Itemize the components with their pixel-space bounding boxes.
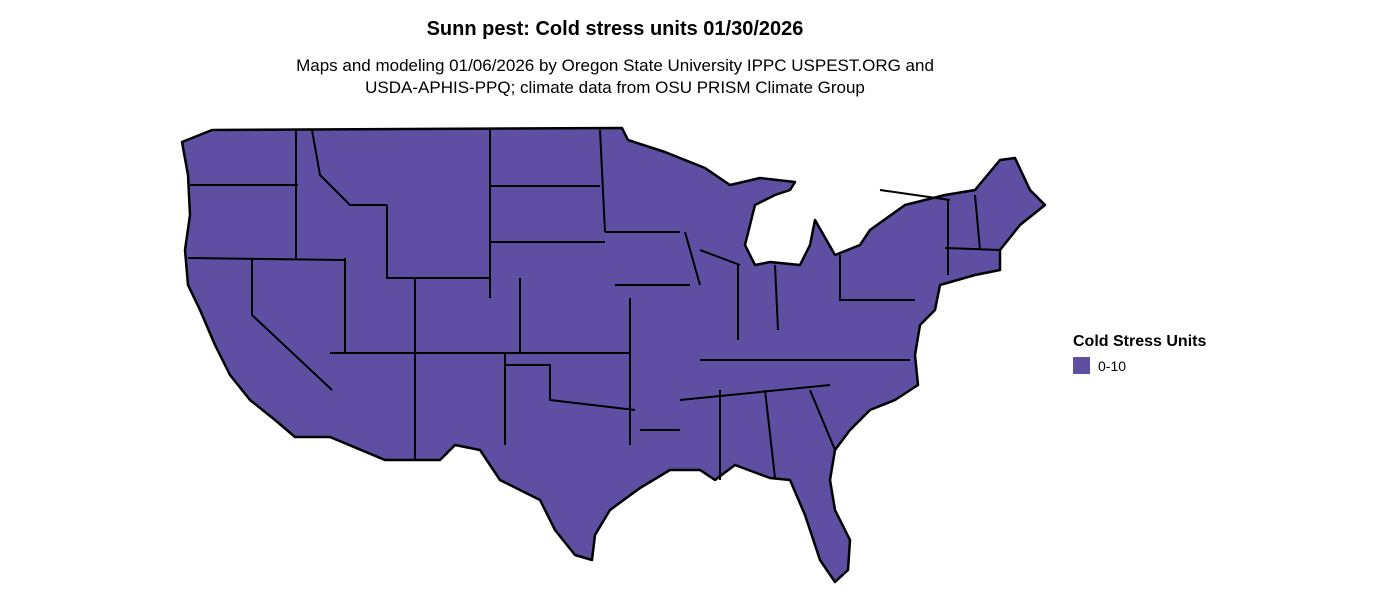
subtitle-line-2: USDA-APHIS-PPQ; climate data from OSU PR… bbox=[365, 78, 865, 97]
subtitle-line-1: Maps and modeling 01/06/2026 by Oregon S… bbox=[296, 56, 934, 75]
legend-item-label: 0-10 bbox=[1098, 357, 1127, 374]
legend-title: Cold Stress Units bbox=[1073, 333, 1207, 350]
us-outline bbox=[180, 126, 1047, 584]
map-title: Sunn pest: Cold stress units 01/30/2026 bbox=[426, 18, 804, 40]
legend-swatch bbox=[1073, 357, 1090, 374]
state-borders bbox=[187, 129, 1001, 480]
legend: Cold Stress Units 0-10 bbox=[1073, 333, 1206, 374]
legend-item: 0-10 bbox=[1073, 357, 1206, 374]
map-subtitle: Maps and modeling 01/06/2026 by Oregon S… bbox=[0, 55, 1230, 99]
